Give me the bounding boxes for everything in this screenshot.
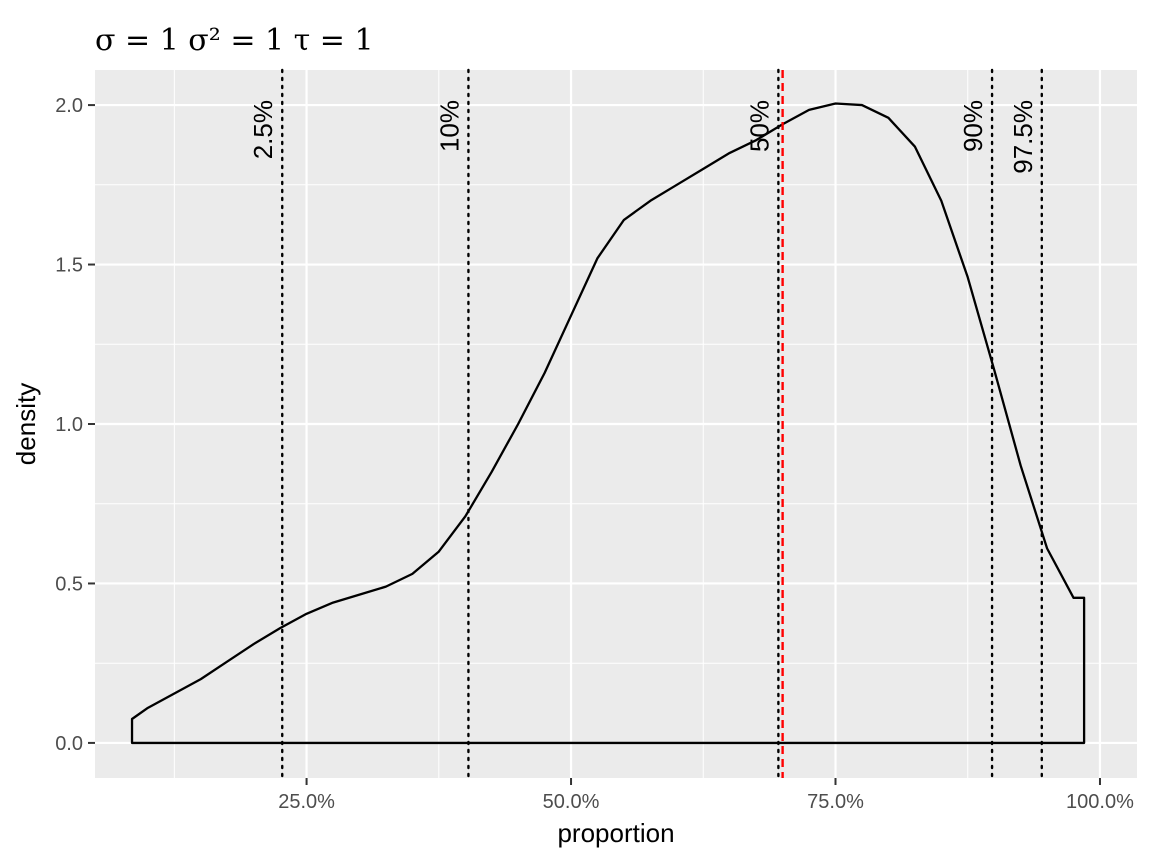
y-tick-label: 1.5	[55, 255, 83, 277]
y-tick-label: 0.5	[55, 573, 83, 595]
y-tick-label: 1.0	[55, 414, 83, 436]
x-tick-label: 75.0%	[807, 791, 864, 813]
chart-title: σ = 1 σ² = 1 τ = 1	[95, 23, 374, 58]
x-axis-title: proportion	[557, 818, 674, 848]
major-gridlines	[95, 70, 1137, 778]
density-layer	[130, 102, 1086, 745]
x-tick-label: 25.0%	[278, 791, 335, 813]
quantile-label: 90%	[958, 100, 988, 152]
x-tick-label: 100.0%	[1066, 791, 1134, 813]
y-tick-label: 0.0	[55, 733, 83, 755]
quantile-label: 10%	[434, 100, 464, 152]
quantile-label: 2.5%	[248, 100, 278, 159]
x-tick-label: 50.0%	[543, 791, 600, 813]
quantile-label: 97.5%	[1008, 100, 1038, 174]
y-axis: 0.0 0.5 1.0 1.5 2.0	[55, 95, 95, 755]
quantile-lines: 2.5% 10% 50% 90% 97.5%	[248, 68, 1043, 780]
y-axis-title: density	[11, 383, 41, 465]
density-curve	[130, 102, 1086, 745]
y-tick-label: 2.0	[55, 95, 83, 117]
quantile-label: 50%	[744, 100, 774, 152]
x-axis: 25.0% 50.0% 75.0% 100.0%	[278, 778, 1134, 813]
